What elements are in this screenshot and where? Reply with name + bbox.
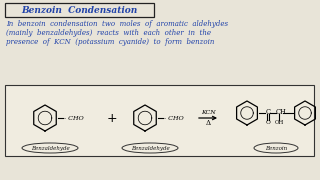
Ellipse shape	[122, 143, 178, 153]
Text: presence  of  KCN  (potassium  cyanide)  to  form  benzoin: presence of KCN (potassium cyanide) to f…	[6, 38, 214, 46]
Text: CH: CH	[276, 107, 287, 116]
Text: Δ: Δ	[205, 119, 211, 127]
Text: O: O	[266, 120, 270, 125]
Ellipse shape	[22, 143, 78, 153]
FancyBboxPatch shape	[4, 3, 154, 17]
Text: Benzoin  Condensation: Benzoin Condensation	[21, 6, 137, 15]
Text: OH: OH	[274, 120, 284, 125]
Text: Benzaldehyde: Benzaldehyde	[31, 146, 69, 151]
Text: Benzoin: Benzoin	[265, 146, 287, 151]
Ellipse shape	[254, 143, 298, 153]
Text: (mainly  benzaldehydes)  reacts  with  each  other  in  the: (mainly benzaldehydes) reacts with each …	[6, 29, 211, 37]
Text: C: C	[266, 107, 271, 116]
Text: KCN: KCN	[201, 111, 215, 116]
Text: +: +	[107, 112, 117, 125]
FancyBboxPatch shape	[4, 84, 314, 156]
Text: Benzaldehyde: Benzaldehyde	[131, 146, 169, 151]
Text: - CHO: - CHO	[64, 116, 84, 121]
Text: - CHO: - CHO	[164, 116, 184, 121]
Text: In  benzoin  condensation  two  moles  of  aromatic  aldehydes: In benzoin condensation two moles of aro…	[6, 20, 228, 28]
